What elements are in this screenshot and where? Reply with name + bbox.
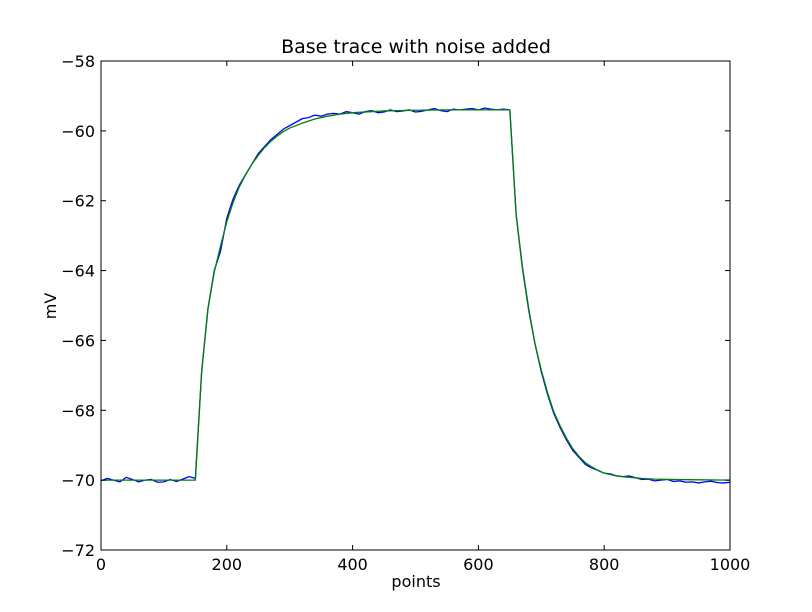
- y-tick-label: −58: [61, 52, 95, 71]
- y-tick-label: −64: [61, 262, 95, 281]
- plot-frame: [100, 60, 731, 551]
- y-axis-title: mV: [41, 293, 60, 320]
- x-axis-title: points: [391, 572, 440, 591]
- y-tick-label: −68: [61, 401, 95, 420]
- y-tick-label: −62: [61, 192, 95, 211]
- ticks-layer: 0 200 400 600 800 1000 −72 −70 −68 −66 −64 −62 −60 −5…: [61, 52, 750, 574]
- chart-title: Base trace with noise added: [281, 36, 551, 58]
- x-tick-label: 200: [212, 555, 243, 574]
- x-tick-label: 800: [589, 555, 620, 574]
- x-tick-label: 1000: [710, 555, 751, 574]
- x-tick-label: 400: [337, 555, 368, 574]
- plot-background: [101, 61, 730, 550]
- y-tick-label: −66: [61, 331, 95, 350]
- x-tick-label: 0: [96, 555, 106, 574]
- y-tick-label: −70: [61, 471, 95, 490]
- plot-area: [101, 61, 730, 550]
- series-layer: [100, 107, 731, 484]
- y-tick-label: −60: [61, 122, 95, 141]
- series-line-2: [101, 109, 731, 481]
- x-tick-label: 600: [463, 555, 494, 574]
- y-tick-label: −72: [61, 541, 95, 560]
